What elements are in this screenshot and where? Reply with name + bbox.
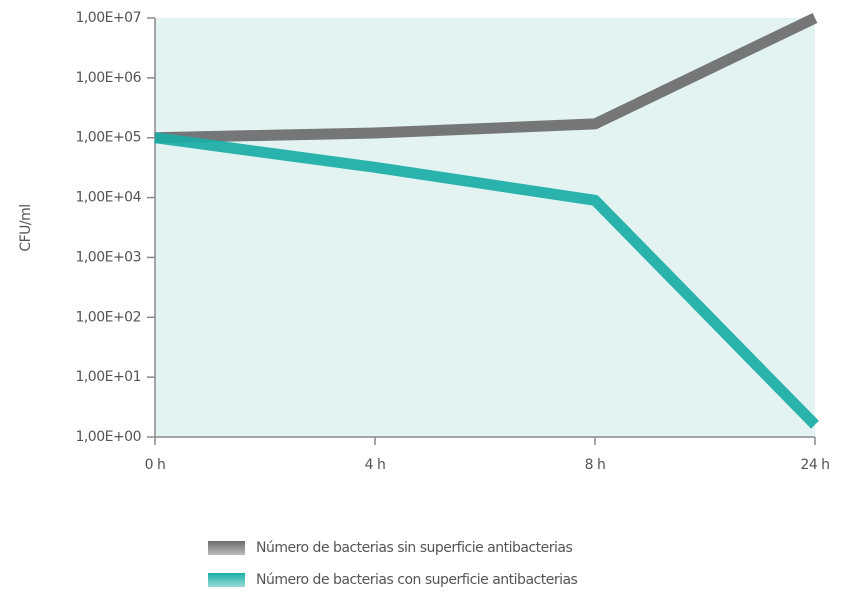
y-tick-label: 1,00E+03 (75, 249, 141, 265)
x-tick-label: 8 h (585, 457, 606, 473)
x-tick-label: 4 h (365, 457, 386, 473)
y-axis-label: CFU/ml (18, 204, 34, 251)
y-tick-label: 1,00E+05 (75, 130, 141, 146)
legend-swatch (208, 541, 245, 555)
y-tick-label: 1,00E+01 (75, 369, 141, 385)
y-tick-label: 1,00E+04 (75, 190, 141, 206)
series-line (154, 13, 818, 144)
y-tick-label: 1,00E+07 (75, 10, 141, 26)
legend-swatch (208, 573, 245, 587)
legend-label: Número de bacterias con superficie antib… (256, 572, 578, 588)
legend-label: Número de bacterias sin superficie antib… (256, 540, 572, 556)
y-tick-label: 1,00E+00 (75, 429, 141, 445)
x-tick-label: 24 h (800, 457, 829, 473)
y-tick-label: 1,00E+06 (75, 70, 141, 86)
x-tick-label: 0 h (145, 457, 166, 473)
series-line (154, 132, 819, 429)
plot-background (155, 18, 815, 437)
y-tick-label: 1,00E+02 (75, 309, 141, 325)
